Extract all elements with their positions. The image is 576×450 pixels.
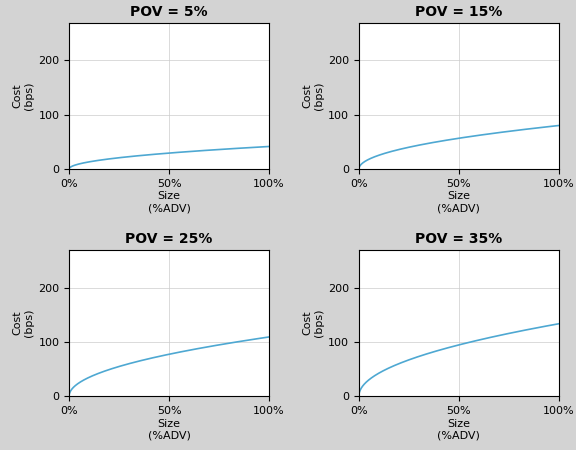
X-axis label: Size
(%ADV): Size (%ADV) (437, 418, 480, 440)
Title: POV = 35%: POV = 35% (415, 232, 502, 246)
Title: POV = 25%: POV = 25% (126, 232, 213, 246)
Y-axis label: Cost
(bps): Cost (bps) (13, 81, 34, 110)
X-axis label: Size
(%ADV): Size (%ADV) (437, 191, 480, 213)
X-axis label: Size
(%ADV): Size (%ADV) (147, 191, 191, 213)
X-axis label: Size
(%ADV): Size (%ADV) (147, 418, 191, 440)
Y-axis label: Cost
(bps): Cost (bps) (302, 81, 324, 110)
Title: POV = 15%: POV = 15% (415, 4, 502, 18)
Y-axis label: Cost
(bps): Cost (bps) (13, 309, 34, 337)
Title: POV = 5%: POV = 5% (130, 4, 208, 18)
Y-axis label: Cost
(bps): Cost (bps) (302, 309, 324, 337)
